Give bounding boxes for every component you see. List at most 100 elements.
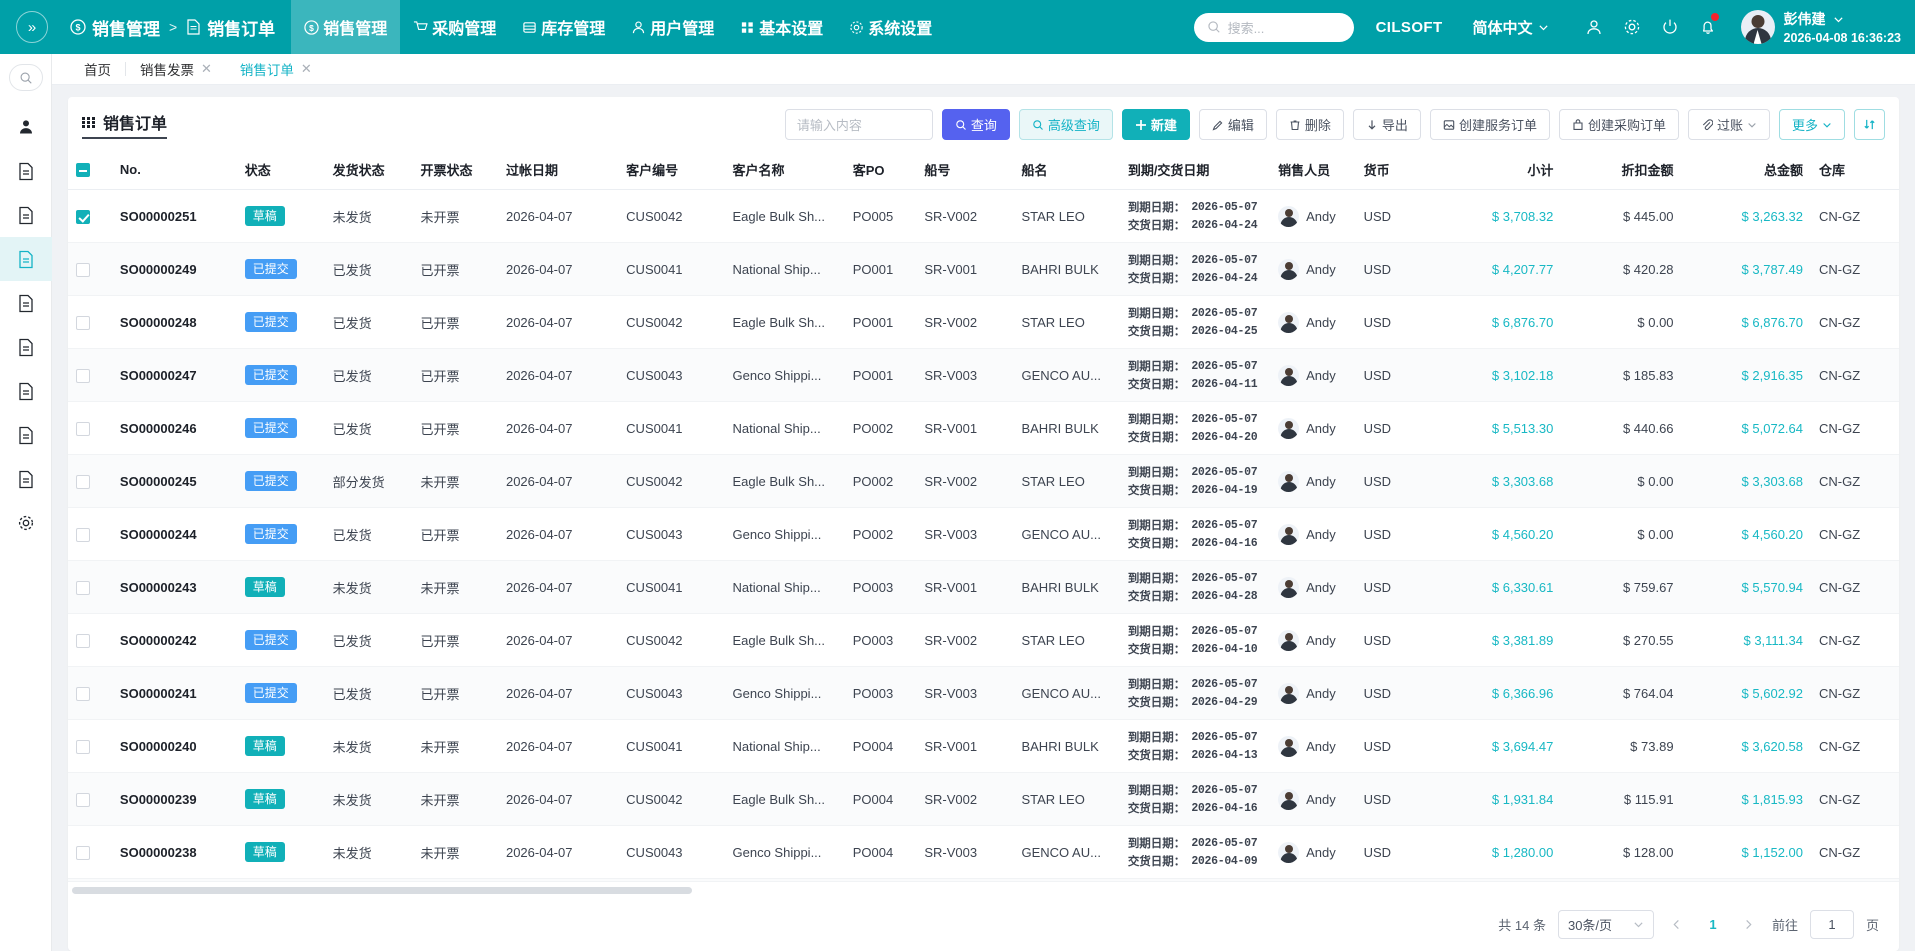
power-icon[interactable]: [1651, 0, 1689, 54]
user-menu[interactable]: 彭伟建 2026-04-08 16:36:23: [1740, 9, 1901, 45]
query-button[interactable]: 查询: [941, 109, 1010, 140]
account-icon[interactable]: [1575, 0, 1613, 54]
column-warehouse[interactable]: 仓库: [1811, 150, 1899, 190]
create-service-order-button[interactable]: 创建服务订单: [1429, 109, 1550, 140]
next-page-button[interactable]: [1738, 911, 1760, 937]
row-checkbox[interactable]: [76, 474, 90, 489]
sidebar-item-doc-7[interactable]: [0, 413, 52, 457]
breadcrumb-current[interactable]: 销售订单: [186, 15, 275, 40]
table-row[interactable]: SO00000244 已提交 已发货 已开票 2026-04-07 CUS0043 Genc…: [68, 507, 1899, 561]
table-row[interactable]: SO00000246 已提交 已发货 已开票 2026-04-07 CUS0041 Nati…: [68, 401, 1899, 455]
cell-warehouse: CN-GZ: [1811, 507, 1899, 561]
table-row[interactable]: SO00000242 已提交 已发货 已开票 2026-04-07 CUS0042 Eagl…: [68, 613, 1899, 667]
row-checkbox[interactable]: [76, 209, 90, 224]
sidebar-search-button[interactable]: [8, 64, 43, 91]
table-row[interactable]: SO00000240 草稿 未发货 未开票 2026-04-07 CUS0041 Natio…: [68, 719, 1899, 773]
column-discount[interactable]: 折扣金额: [1561, 150, 1682, 190]
more-button[interactable]: 更多: [1778, 109, 1845, 140]
table-row[interactable]: SO00000241 已提交 已发货 已开票 2026-04-07 CUS0043 Genc…: [68, 666, 1899, 720]
tab-sales-order[interactable]: 销售订单 ✕: [226, 54, 326, 85]
table-row[interactable]: SO00000238 草稿 未发货 未开票 2026-04-07 CUS0043 Genco…: [68, 825, 1899, 879]
column-customer-po[interactable]: 客PO: [844, 150, 917, 190]
sidebar-item-doc-6[interactable]: [0, 369, 52, 413]
sidebar-item-sales-order[interactable]: [0, 237, 52, 281]
table-row[interactable]: SO00000247 已提交 已发货 已开票 2026-04-07 CUS0043 Genc…: [68, 348, 1899, 402]
page-size-select[interactable]: 30条/页: [1557, 909, 1654, 939]
delete-button[interactable]: 删除: [1275, 109, 1344, 140]
row-checkbox[interactable]: [76, 527, 90, 542]
sort-toggle-button[interactable]: [1854, 109, 1885, 140]
row-checkbox[interactable]: [76, 262, 90, 277]
cell-subtotal: $ 6,366.96: [1424, 666, 1562, 720]
row-checkbox[interactable]: [76, 421, 90, 436]
language-switcher[interactable]: 简体中文: [1473, 17, 1549, 38]
table-row[interactable]: SO00000245 已提交 部分发货 未开票 2026-04-07 CUS0042 Eag…: [68, 454, 1899, 508]
edit-button[interactable]: 编辑: [1198, 109, 1267, 140]
sidebar-item-doc-8[interactable]: [0, 457, 52, 501]
tab-home[interactable]: 首页: [70, 54, 125, 85]
scrollbar-thumb[interactable]: [72, 887, 692, 894]
select-all-checkbox[interactable]: [76, 163, 90, 178]
column-subtotal[interactable]: 小计: [1424, 150, 1562, 190]
column-customer-no[interactable]: 客户编号: [618, 150, 725, 190]
column-vessel-no[interactable]: 船号: [916, 150, 1014, 190]
column-posting-date[interactable]: 过帐日期: [497, 150, 619, 190]
table-scroll-container[interactable]: No. 状态 发货状态 开票状态 过帐日期 客户编号 客户名称 客PO 船号 船…: [68, 150, 1899, 881]
sidebar-item-user[interactable]: [0, 105, 52, 149]
column-vessel-name[interactable]: 船名: [1013, 150, 1120, 190]
row-checkbox[interactable]: [76, 792, 90, 807]
close-icon[interactable]: ✕: [300, 61, 312, 76]
sidebar-item-doc-2[interactable]: [0, 193, 52, 237]
table-row[interactable]: SO00000239 草稿 未发货 未开票 2026-04-07 CUS0042 Eagle…: [68, 772, 1899, 826]
row-checkbox[interactable]: [76, 739, 90, 754]
horizontal-scrollbar[interactable]: [68, 881, 1899, 897]
row-checkbox[interactable]: [76, 315, 90, 330]
row-checkbox[interactable]: [76, 845, 90, 860]
row-checkbox[interactable]: [76, 686, 90, 701]
column-due-delivery-date[interactable]: 到期/交货日期: [1119, 150, 1271, 190]
column-total[interactable]: 总金额: [1681, 150, 1811, 190]
close-icon[interactable]: ✕: [201, 61, 212, 76]
create-purchase-order-button[interactable]: 创建采购订单: [1558, 109, 1679, 140]
page-number-1[interactable]: 1: [1709, 916, 1717, 932]
nav-item-users[interactable]: 用户管理: [618, 0, 727, 54]
breadcrumb-root[interactable]: $ 销售管理: [70, 15, 160, 40]
row-checkbox[interactable]: [76, 368, 90, 383]
column-status[interactable]: 状态: [236, 150, 325, 190]
nav-item-inventory[interactable]: 库存管理: [509, 0, 618, 54]
column-salesperson[interactable]: 销售人员: [1270, 150, 1356, 190]
row-checkbox[interactable]: [76, 633, 90, 648]
column-no[interactable]: No.: [111, 150, 237, 190]
table-row[interactable]: SO00000248 已提交 已发货 已开票 2026-04-07 CUS0042 Eagl…: [68, 295, 1899, 349]
nav-item-sales[interactable]: $ 销售管理: [291, 0, 401, 54]
column-invoice-status[interactable]: 开票状态: [412, 150, 498, 190]
table-row[interactable]: SO00000251 草稿 未发货 未开票 2026-04-07 CUS0042 Eagle…: [68, 189, 1899, 243]
export-button[interactable]: 导出: [1352, 109, 1421, 140]
table-row[interactable]: SO00000249 已提交 已发货 已开票 2026-04-07 CUS0041 Nati…: [68, 242, 1899, 296]
due-date-value: 2026-05-07: [1191, 730, 1258, 744]
table-row[interactable]: SO00000243 草稿 未发货 未开票 2026-04-07 CUS0041 Natio…: [68, 560, 1899, 614]
global-search-input[interactable]: 搜索...: [1193, 12, 1354, 42]
sidebar-collapse-button[interactable]: »: [0, 0, 64, 54]
advanced-query-button[interactable]: 高级查询: [1018, 109, 1113, 140]
sidebar-item-doc-1[interactable]: [0, 149, 52, 193]
row-checkbox[interactable]: [76, 580, 90, 595]
posting-button[interactable]: 过账: [1687, 109, 1770, 140]
goto-page-input[interactable]: 1: [1809, 909, 1854, 939]
table-row[interactable]: SO00000237草稿未发货未开票2026-04-07CUS0041Natio…: [68, 878, 1899, 881]
nav-item-purchasing[interactable]: 采购管理: [400, 0, 509, 54]
prev-page-button[interactable]: [1666, 911, 1688, 937]
filter-search-input[interactable]: 请输入内容: [784, 109, 933, 140]
bell-icon[interactable]: [1689, 0, 1727, 54]
tab-sales-invoice[interactable]: 销售发票 ✕: [126, 54, 226, 85]
column-currency[interactable]: 货币: [1355, 150, 1425, 190]
sidebar-item-doc-5[interactable]: [0, 325, 52, 369]
sidebar-item-settings[interactable]: [0, 501, 52, 545]
column-customer-name[interactable]: 客户名称: [724, 150, 845, 190]
nav-item-system-settings[interactable]: 系统设置: [836, 0, 945, 54]
new-button[interactable]: 新建: [1121, 109, 1190, 140]
column-shipping-status[interactable]: 发货状态: [324, 150, 413, 190]
nav-item-basic-settings[interactable]: 基本设置: [727, 0, 836, 54]
sidebar-item-doc-4[interactable]: [0, 281, 52, 325]
gear-icon[interactable]: [1613, 0, 1651, 54]
